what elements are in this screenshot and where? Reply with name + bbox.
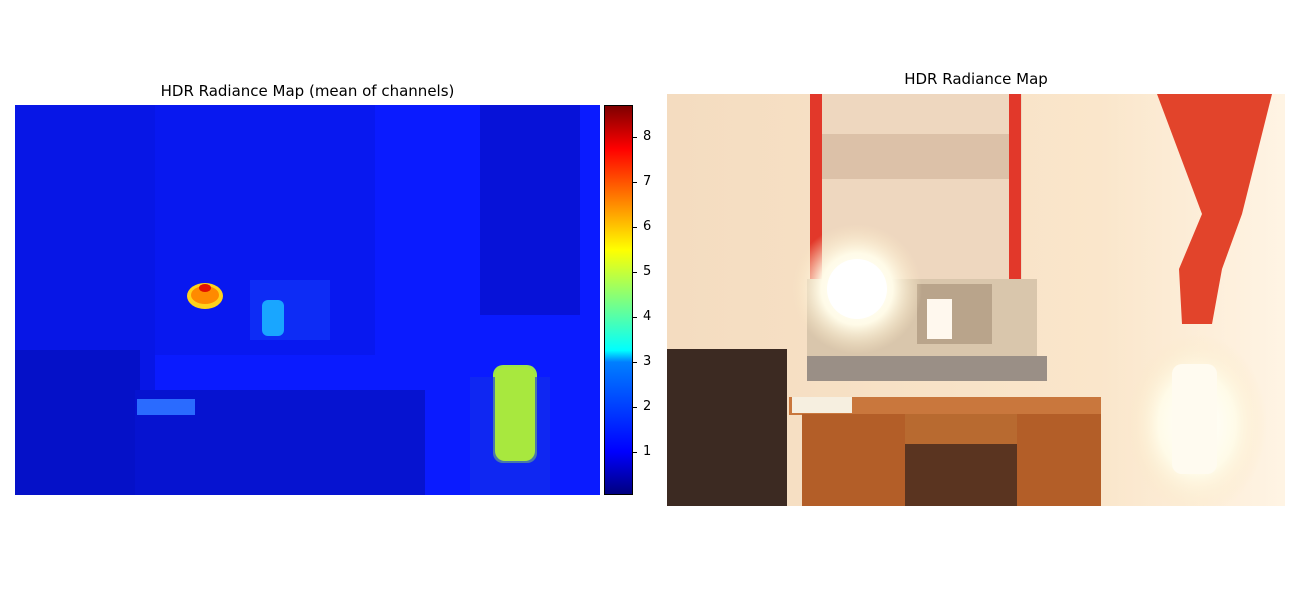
colorbar [604,105,633,495]
colorbar-tick-mark [633,316,637,318]
colorbar-tick-label: 3 [643,353,652,369]
tonemapped-photo [667,94,1285,506]
colorbar-axis: 1 2 3 4 5 6 7 8 [633,105,673,495]
photo-papers [792,397,852,413]
heatmap-floor-lamp-glow [495,367,535,461]
colorbar-tick-label: 6 [643,218,652,234]
heatmap-curtain [480,105,580,315]
photo-window-light [927,299,952,339]
colorbar-tick-label: 2 [643,399,652,415]
photo-curtain [1157,94,1272,324]
colorbar-tick-label: 4 [643,308,652,324]
radiance-heatmap [15,105,600,495]
photo-blind-left-border [810,94,822,279]
heatmap-paper [137,399,195,415]
colorbar-tick-mark [633,361,637,363]
colorbar-tick-label: 1 [643,444,652,460]
photo-blind-stripe [822,134,1012,179]
heatmap-lamp-bulb-inner [191,286,219,304]
heatmap-cabinet [15,350,140,495]
colorbar-tick-mark [633,271,637,273]
colorbar-tick-label: 5 [643,263,652,279]
photo-blind-right-border [1009,94,1021,279]
photo-desk-top [789,397,1101,415]
photo-cabinet [667,349,787,506]
colorbar-tick-mark [633,181,637,183]
colorbar-tick-mark [633,136,637,138]
colorbar-tick-mark [633,452,637,454]
photo-desk-left [802,414,905,506]
photo-desk-lamp-bulb [827,259,887,319]
heatmap-title: HDR Radiance Map (mean of channels) [160,82,455,100]
colorbar-tick-label: 8 [643,128,652,144]
photo-desk-middle [905,414,1017,444]
heatmap-window-light [262,300,284,336]
photo-floor-lamp [1172,364,1217,474]
photo-title: HDR Radiance Map [904,70,1048,88]
heatmap-lamp-bulb-core [199,284,211,292]
colorbar-tick-mark [633,407,637,409]
colorbar-tick-mark [633,226,637,228]
colorbar-tick-label: 7 [643,173,652,189]
photo-desk-right [1017,414,1101,506]
photo-sill [807,356,1047,381]
photo-desk-kneehole [905,444,1017,506]
